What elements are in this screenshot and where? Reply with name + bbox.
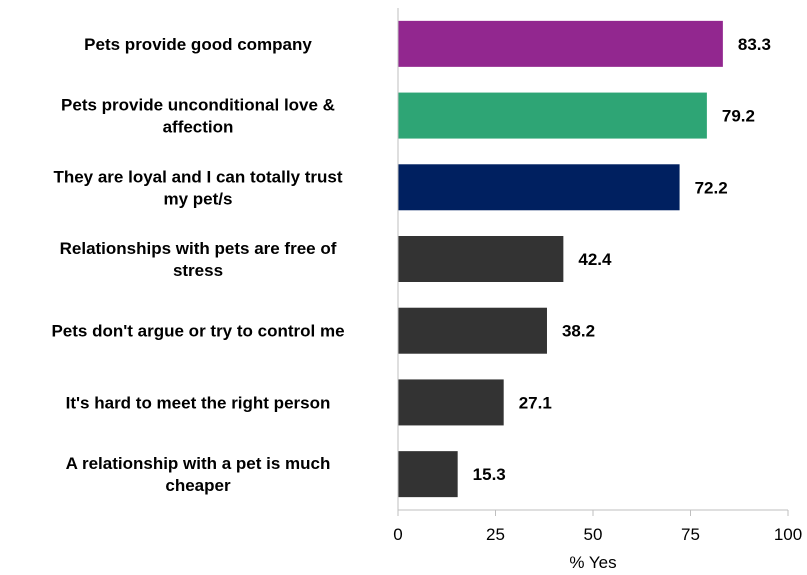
data-label: 72.2 [695,178,728,197]
category-label-line: stress [173,261,223,280]
category-label: Pets don't argue or try to control me [51,322,344,341]
x-tick-label: 0 [393,525,402,544]
data-label: 27.1 [519,393,552,412]
category-label: Pets provide good company [84,35,312,54]
bar [398,92,707,139]
data-labels-group: 83.3 79.2 72.2 42.4 38.2 27.1 15.3 [473,35,771,484]
x-tick-label: 100 [774,525,802,544]
data-label: 15.3 [473,465,506,484]
category-label-line: affection [163,118,234,137]
x-tick-label: 25 [486,525,505,544]
x-tick-label: 50 [584,525,603,544]
x-axis: 0 25 50 75 100 [393,8,802,544]
bar [398,307,547,354]
category-label-line: Relationships with pets are free of [60,239,337,258]
category-labels-group: Pets provide good company Pets provide un… [51,35,344,495]
data-label: 38.2 [562,322,595,341]
category-label-line: my pet/s [164,189,233,208]
bar [398,379,504,426]
bars-group [398,20,723,498]
bar [398,164,680,211]
data-label: 79.2 [722,107,755,126]
category-label: It's hard to meet the right person [66,393,331,412]
bar [398,236,564,282]
category-label-line: Pets provide good company [84,35,312,54]
data-label: 83.3 [738,35,771,54]
category-label-line: A relationship with a pet is much [66,454,331,473]
category-label: Relationships with pets are free of stres… [60,239,337,280]
x-tick-label: 75 [681,525,700,544]
category-label: They are loyal and I can totally trust my… [53,167,342,208]
data-label: 42.4 [578,250,612,269]
category-label-line: They are loyal and I can totally trust [53,167,342,186]
category-label-line: Pets provide unconditional love & [61,96,335,115]
bar [398,451,458,498]
category-label-line: cheaper [165,476,231,495]
category-label: Pets provide unconditional love & affecti… [61,96,335,137]
bar [398,20,723,67]
x-axis-title: % Yes [569,553,616,572]
category-label-line: It's hard to meet the right person [66,393,331,412]
category-label: A relationship with a pet is much cheaper [66,454,331,495]
category-label-line: Pets don't argue or try to control me [51,322,344,341]
